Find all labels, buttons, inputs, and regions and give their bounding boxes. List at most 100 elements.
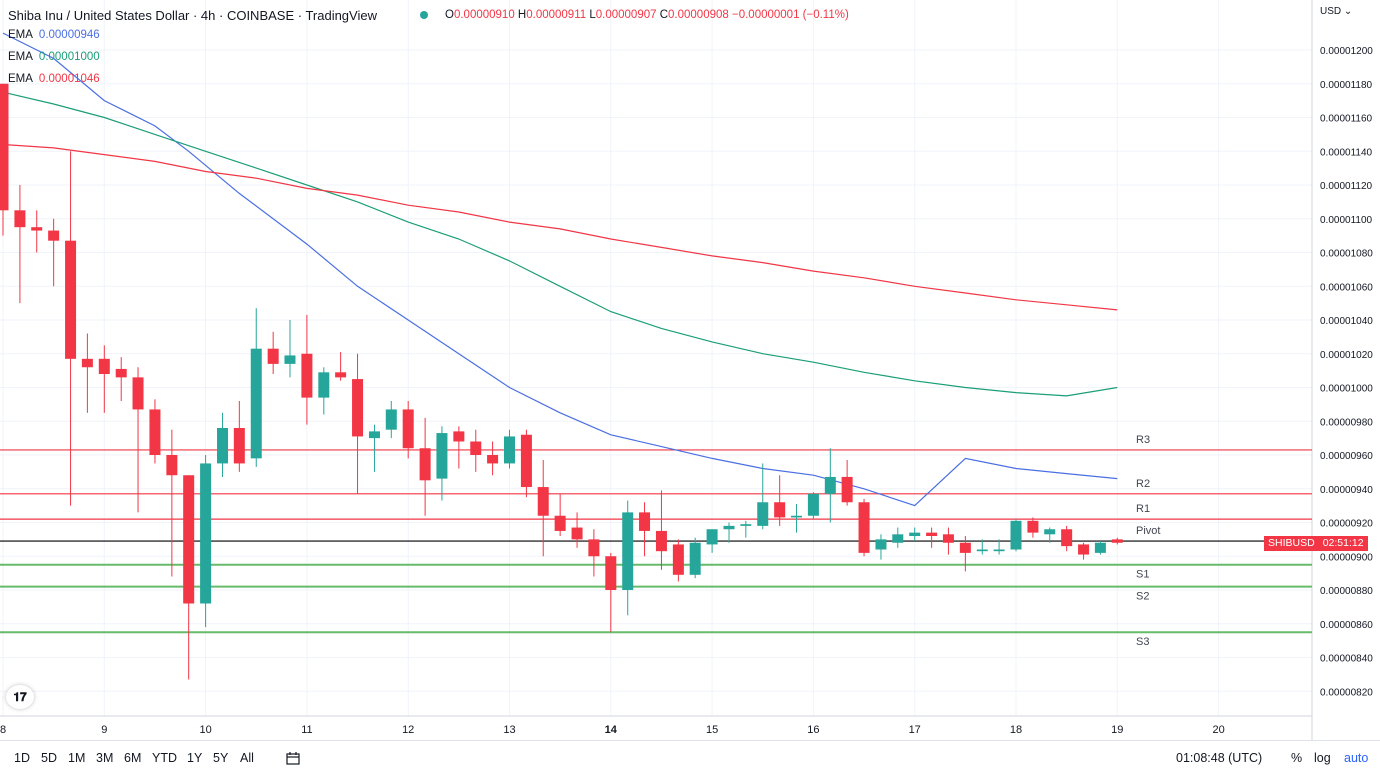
candle-body xyxy=(993,549,1005,552)
ema-legend-1[interactable]: EMA 0.00000946 xyxy=(8,29,100,41)
candle xyxy=(1078,542,1090,560)
currency-selector[interactable]: USD ⌄ xyxy=(1320,6,1352,17)
level-label-pivot: Pivot xyxy=(1136,525,1160,537)
y-tick-label: 0.00001060 xyxy=(1320,282,1373,293)
open-value: 0.00000910 xyxy=(453,9,515,21)
bottom-toolbar: 1D 5D 1M 3M 6M YTD 1Y 5Y All 01:08:48 (U… xyxy=(0,740,1380,777)
last-price-tag: SHIBUSD 02:51:12 xyxy=(1264,536,1368,551)
x-tick-label: 15 xyxy=(706,724,718,736)
candle-body xyxy=(487,455,499,464)
candle-body xyxy=(14,210,26,228)
range-1d[interactable]: 1D xyxy=(14,751,30,765)
y-tick-label: 0.00001000 xyxy=(1320,384,1373,395)
high-label: H xyxy=(517,9,527,21)
candle xyxy=(352,353,364,494)
candle xyxy=(183,475,195,680)
range-3m[interactable]: 3M xyxy=(96,751,114,765)
candle-body xyxy=(1061,529,1073,547)
range-1y[interactable]: 1Y xyxy=(187,751,203,765)
change-value: −0.00000001 (−0.11%) xyxy=(732,9,849,21)
candle xyxy=(48,218,60,287)
y-tick-label: 0.00001020 xyxy=(1320,350,1373,361)
candle-body xyxy=(622,512,634,590)
candle-body xyxy=(1094,542,1106,553)
ema-legend-2[interactable]: EMA 0.00001000 xyxy=(8,51,100,63)
candle-body xyxy=(790,515,802,518)
utc-clock[interactable]: 01:08:48 (UTC) xyxy=(1176,751,1263,765)
range-1m[interactable]: 1M xyxy=(68,751,86,765)
x-tick-label: 17 xyxy=(909,724,921,736)
candle xyxy=(436,426,448,501)
candle-body xyxy=(166,455,178,476)
candle-body xyxy=(858,502,870,553)
ohlc-readout: O0.00000910 H0.00000911 L0.00000907 C0.0… xyxy=(445,9,849,21)
tradingview-logo-icon[interactable]: 𝟏𝟕 xyxy=(6,685,34,709)
y-tick-label: 0.00001040 xyxy=(1320,316,1373,327)
ema-value: 0.00000946 xyxy=(38,29,100,41)
ema-line-1 xyxy=(2,32,1118,507)
candle xyxy=(1094,541,1106,555)
candle-body xyxy=(909,532,921,536)
price-chart[interactable]: 0.00000820 0.00000840 0.00000860 0.00000880… xyxy=(0,0,1380,740)
candle-body xyxy=(132,377,144,410)
candle xyxy=(98,345,110,413)
low-label: L xyxy=(589,9,596,21)
candle xyxy=(757,463,769,530)
candle xyxy=(655,490,667,570)
ema-legend-3[interactable]: EMA 0.00001046 xyxy=(8,73,100,85)
x-tick-label: 12 xyxy=(402,724,414,736)
candle xyxy=(571,512,583,548)
candle xyxy=(470,429,482,472)
range-5d[interactable]: 5D xyxy=(41,751,57,765)
candle xyxy=(419,417,431,516)
candle xyxy=(0,83,9,236)
range-ytd[interactable]: YTD xyxy=(152,751,177,765)
x-tick-label: 19 xyxy=(1111,724,1123,736)
candle xyxy=(301,314,313,425)
low-value: 0.00000907 xyxy=(595,9,657,21)
level-label-s3: S3 xyxy=(1136,636,1149,648)
date-range-calendar-icon[interactable] xyxy=(286,751,300,768)
candle-body xyxy=(352,379,364,437)
range-6m[interactable]: 6M xyxy=(124,751,142,765)
y-tick-label: 0.00001080 xyxy=(1320,249,1373,260)
last-price-countdown: 02:51:12 xyxy=(1322,537,1364,549)
close-label: C xyxy=(659,9,669,21)
candle-body xyxy=(233,428,245,464)
percent-scale-toggle[interactable]: % xyxy=(1291,751,1303,765)
candle xyxy=(166,429,178,577)
candle xyxy=(858,498,870,557)
range-5y[interactable]: 5Y xyxy=(213,751,229,765)
log-scale-toggle[interactable]: log xyxy=(1314,751,1331,765)
candle xyxy=(335,352,347,381)
symbol-title[interactable]: Shiba Inu / United States Dollar · 4h · … xyxy=(8,8,377,23)
candle-body xyxy=(875,539,887,550)
candle-body xyxy=(774,502,786,518)
candle xyxy=(504,429,515,469)
candle xyxy=(250,308,262,467)
candle-body xyxy=(81,358,93,368)
auto-scale-toggle[interactable]: auto xyxy=(1344,751,1369,765)
candle xyxy=(909,527,921,542)
y-tick-label: 0.00000980 xyxy=(1320,417,1373,428)
candle-body xyxy=(267,348,279,364)
candle xyxy=(892,527,904,548)
candle xyxy=(267,331,279,374)
close-value: 0.00000908 xyxy=(668,9,729,21)
candle-body xyxy=(48,230,60,241)
candle xyxy=(959,536,971,572)
candle-body xyxy=(1010,520,1022,550)
candle-body xyxy=(571,527,583,540)
candle-body xyxy=(436,433,448,479)
ema-line-3 xyxy=(2,143,1118,311)
y-tick-label: 0.00001140 xyxy=(1320,147,1373,158)
ema-value: 0.00001000 xyxy=(38,51,100,63)
ema-name: EMA xyxy=(8,29,33,41)
x-tick-label: 11 xyxy=(301,724,312,736)
range-all[interactable]: All xyxy=(240,751,254,765)
candle-body xyxy=(655,530,667,552)
candle-body xyxy=(301,353,313,398)
candle-body xyxy=(554,515,566,531)
candle xyxy=(672,539,684,582)
candle xyxy=(841,460,853,506)
